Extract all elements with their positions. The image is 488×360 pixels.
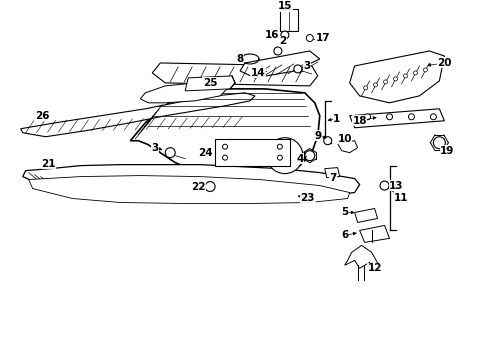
Text: 15: 15 <box>277 1 291 11</box>
Text: 8: 8 <box>236 54 243 64</box>
Circle shape <box>383 80 387 84</box>
Circle shape <box>204 181 215 192</box>
Text: 6: 6 <box>340 230 347 240</box>
Circle shape <box>373 83 377 87</box>
Text: 26: 26 <box>35 111 50 121</box>
Polygon shape <box>140 83 229 103</box>
Circle shape <box>222 155 227 160</box>
Polygon shape <box>337 141 357 153</box>
Text: 3: 3 <box>303 61 310 71</box>
Circle shape <box>379 181 388 190</box>
Polygon shape <box>349 51 444 103</box>
Polygon shape <box>354 208 377 222</box>
Text: 5: 5 <box>340 207 347 217</box>
Text: 2: 2 <box>279 36 286 46</box>
Circle shape <box>305 35 313 41</box>
Polygon shape <box>130 89 319 176</box>
Text: 23: 23 <box>300 193 314 203</box>
Circle shape <box>363 86 367 90</box>
Text: 20: 20 <box>436 58 451 68</box>
Circle shape <box>423 68 427 72</box>
Text: 1: 1 <box>332 114 340 124</box>
Polygon shape <box>29 176 349 203</box>
Text: 3: 3 <box>151 143 159 153</box>
Polygon shape <box>349 109 444 128</box>
Text: 21: 21 <box>41 159 56 168</box>
Circle shape <box>165 148 175 158</box>
Circle shape <box>364 114 370 120</box>
Circle shape <box>413 71 417 75</box>
Text: 13: 13 <box>388 181 403 190</box>
Circle shape <box>407 114 414 120</box>
Polygon shape <box>359 225 389 242</box>
Circle shape <box>222 144 227 149</box>
Polygon shape <box>215 139 289 166</box>
Text: 9: 9 <box>314 131 321 141</box>
Circle shape <box>386 114 392 120</box>
Text: 12: 12 <box>366 263 381 273</box>
Text: 19: 19 <box>439 146 454 156</box>
Polygon shape <box>152 63 317 86</box>
Text: 25: 25 <box>203 78 217 88</box>
Circle shape <box>304 151 314 161</box>
Text: 10: 10 <box>337 134 351 144</box>
Circle shape <box>266 138 302 174</box>
Circle shape <box>393 77 397 81</box>
Text: 17: 17 <box>315 33 329 43</box>
Circle shape <box>432 137 445 149</box>
Polygon shape <box>240 51 319 78</box>
Circle shape <box>323 137 331 145</box>
Text: 7: 7 <box>328 172 336 183</box>
Text: 4: 4 <box>296 154 303 164</box>
Text: 18: 18 <box>352 116 366 126</box>
Polygon shape <box>22 165 359 198</box>
Circle shape <box>277 144 282 149</box>
Text: 22: 22 <box>190 181 205 192</box>
Circle shape <box>273 47 281 55</box>
Text: 16: 16 <box>264 30 279 40</box>
Circle shape <box>293 65 301 73</box>
Polygon shape <box>185 76 235 91</box>
Polygon shape <box>20 93 254 137</box>
Text: 11: 11 <box>393 193 408 203</box>
Circle shape <box>429 114 435 120</box>
Text: 14: 14 <box>250 68 264 78</box>
Circle shape <box>277 155 282 160</box>
Circle shape <box>280 31 288 39</box>
Polygon shape <box>344 246 379 272</box>
Bar <box>279 9 297 31</box>
Polygon shape <box>324 168 339 177</box>
Text: 24: 24 <box>198 148 212 158</box>
Circle shape <box>403 74 407 78</box>
